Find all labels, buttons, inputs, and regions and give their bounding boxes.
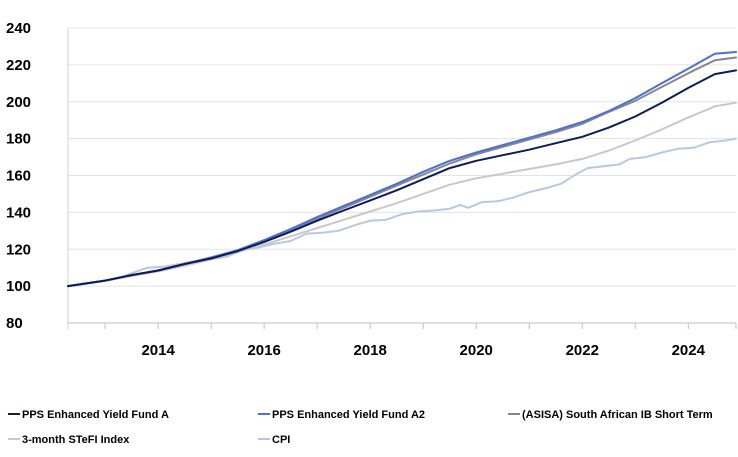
y-tick-label-180: 180 <box>6 131 31 148</box>
y-tick-label-120: 120 <box>6 241 31 258</box>
x-tick-label-2020: 2020 <box>460 342 493 359</box>
x-axis-tick-labels: 2014 2016 2018 2020 2022 2024 <box>141 342 705 359</box>
y-tick-label-240: 240 <box>6 20 31 37</box>
series-line-0 <box>67 69 737 288</box>
x-tick-label-2016: 2016 <box>247 342 280 359</box>
y-axis-tick-labels: 80 100 120 140 160 180 200 220 240 <box>6 20 31 332</box>
legend-label-4: CPI <box>272 434 290 446</box>
x-tick-label-2024: 2024 <box>672 342 706 359</box>
y-tick-label-80: 80 <box>6 315 23 332</box>
legend-label-3: 3-month STeFI Index <box>22 434 130 446</box>
y-tick-label-100: 100 <box>6 278 31 295</box>
x-tick-label-2018: 2018 <box>354 342 387 359</box>
legend-label-0: PPS Enhanced Yield Fund A <box>22 409 169 421</box>
y-tick-label-200: 200 <box>6 94 31 111</box>
y-tick-label-220: 220 <box>6 57 31 74</box>
grid-lines <box>68 27 736 287</box>
legend-label-1: PPS Enhanced Yield Fund A2 <box>272 409 425 421</box>
x-tick-label-2014: 2014 <box>141 342 175 359</box>
legend: PPS Enhanced Yield Fund A PPS Enhanced Yi… <box>8 409 713 446</box>
series-line-3 <box>67 101 737 288</box>
y-tick-label-160: 160 <box>6 168 31 185</box>
series-lines <box>67 51 737 288</box>
axes <box>67 28 737 329</box>
legend-label-2: (ASISA) South African IB Short Term <box>522 409 713 421</box>
y-tick-label-140: 140 <box>6 204 31 221</box>
x-tick-label-2022: 2022 <box>566 342 599 359</box>
